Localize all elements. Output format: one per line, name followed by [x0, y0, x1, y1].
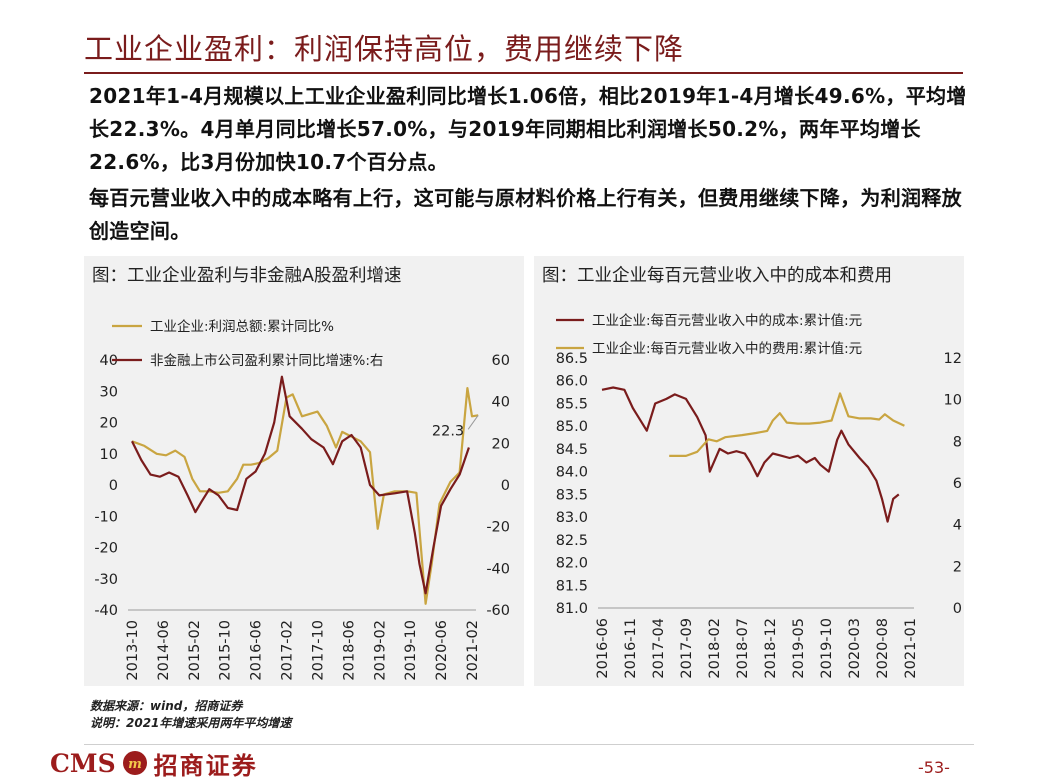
chart-title-cost: 图：工业企业每百元营业收入中的成本和费用 — [542, 266, 892, 286]
svg-text:m: m — [128, 757, 142, 772]
right-tick-label: 2 — [953, 559, 962, 575]
left-tick-label: -30 — [94, 572, 118, 588]
annotation-label: 22.3 — [432, 423, 464, 439]
x-tick-label: 2021-02 — [465, 620, 481, 681]
chart-cost-expense: 86.5 86.0 85.5 85.0 84.5 84.0 83.5 83.0 82.5 82.0… — [556, 312, 962, 679]
x-tick-label: 2018-06 — [341, 620, 357, 681]
left-tick-label: 10 — [100, 447, 118, 463]
right-tick-label: -20 — [486, 520, 510, 536]
logo-chinese: 招商证券 — [153, 751, 258, 780]
right-tick-label: 6 — [953, 476, 962, 492]
left-tick-label: 86.0 — [556, 374, 588, 390]
left-tick-label: 85.5 — [556, 396, 588, 412]
legend-label-1: 工业企业:每百元营业收入中的成本:累计值:元 — [592, 312, 862, 329]
left-tick-label: 40 — [100, 353, 118, 369]
x-tick-label: 2013-10 — [125, 620, 141, 681]
right-tick-label: 0 — [501, 478, 510, 494]
x-tick-label: 2020-03 — [847, 618, 863, 679]
left-tick-label: 82.0 — [556, 556, 588, 572]
left-tick-label: 20 — [100, 416, 118, 432]
footer-divider — [84, 744, 974, 745]
right-tick-label: 8 — [953, 434, 962, 450]
left-tick-label: 0 — [109, 478, 118, 494]
left-tick-label: 86.5 — [556, 351, 588, 367]
chart-profit-growth: 40 30 20 10 0 -10 -20 -30 -40 60 40 20 0 -20 -40 -60 201… — [94, 318, 510, 681]
left-tick-label: 84.0 — [556, 465, 588, 481]
right-tick-label: -40 — [486, 561, 510, 577]
right-tick-label: 40 — [492, 395, 510, 411]
chart-title-profit: 图：工业企业盈利与非金融A股盈利增速 — [92, 266, 402, 286]
logo-latin: CMS — [50, 748, 116, 778]
company-logo: CMS m 招商证券 — [50, 748, 258, 780]
x-tick-label: 2016-06 — [595, 618, 611, 679]
x-tick-label: 2014-06 — [156, 620, 172, 681]
annotation-leader-line — [467, 415, 479, 430]
left-tick-label: 30 — [100, 384, 118, 400]
series-line-2 — [669, 392, 905, 457]
data-source: 数据来源：wind，招商证券 — [90, 699, 243, 713]
x-tick-label: 2016-06 — [249, 620, 265, 681]
summary-paragraph-1: 2021年1-4月规模以上工业企业盈利同比增长1.06倍，相比2019年1-4月… — [89, 84, 967, 174]
x-tick-label: 2019-05 — [791, 618, 807, 679]
right-tick-label: 10 — [944, 393, 962, 409]
x-tick-label: 2017-09 — [679, 618, 695, 679]
right-tick-label: 12 — [944, 351, 962, 367]
series-line-1 — [131, 387, 479, 605]
left-tick-label: 85.0 — [556, 419, 588, 435]
left-tick-label: 84.5 — [556, 442, 588, 458]
right-tick-label: -60 — [486, 603, 510, 619]
x-tick-label: 2018-07 — [735, 618, 751, 679]
left-tick-label: 83.5 — [556, 487, 588, 503]
left-tick-label: 82.5 — [556, 533, 588, 549]
series-line-1 — [601, 386, 900, 523]
right-tick-label: 0 — [953, 601, 962, 617]
chart-panel-cost: 图：工业企业每百元营业收入中的成本和费用 86.5 86.0 85.5 85.0 84.… — [534, 256, 964, 686]
x-tick-label: 2019-10 — [403, 620, 419, 681]
x-tick-label: 2017-10 — [310, 620, 326, 681]
x-tick-label: 2018-02 — [707, 618, 723, 679]
x-tick-label: 2015-02 — [187, 620, 203, 681]
chart-panel-profit: 图：工业企业盈利与非金融A股盈利增速 40 30 20 10 0 -10 -20 -30 -40… — [84, 256, 524, 686]
x-tick-label: 2019-10 — [819, 618, 835, 679]
legend-label-2: 非金融上市公司盈利累计同比增速%:右 — [150, 352, 383, 369]
x-tick-label: 2016-11 — [623, 618, 639, 679]
right-tick-label: 4 — [953, 518, 962, 534]
left-tick-label: -40 — [94, 603, 118, 619]
page-number: -53- — [918, 758, 950, 777]
x-tick-label: 2019-02 — [372, 620, 388, 681]
data-note: 说明：2021年增速采用两年平均增速 — [90, 716, 292, 730]
right-tick-label: 20 — [492, 436, 510, 452]
x-tick-label: 2020-06 — [434, 620, 450, 681]
right-tick-label: 60 — [492, 353, 510, 369]
left-tick-label: 81.5 — [556, 578, 588, 594]
left-tick-label: 83.0 — [556, 510, 588, 526]
left-tick-label: 81.0 — [556, 601, 588, 617]
title-underline — [84, 72, 963, 74]
left-tick-label: -10 — [94, 509, 118, 525]
legend-label-2: 工业企业:每百元营业收入中的费用:累计值:元 — [592, 340, 862, 357]
x-tick-label: 2018-12 — [763, 618, 779, 679]
series-line-2 — [131, 375, 470, 595]
x-tick-label: 2015-10 — [218, 620, 234, 681]
page-title: 工业企业盈利：利润保持高位，费用继续下降 — [84, 32, 685, 66]
x-tick-label: 2020-08 — [875, 618, 891, 679]
legend-label-1: 工业企业:利润总额:累计同比% — [150, 318, 334, 335]
left-tick-label: -20 — [94, 541, 118, 557]
summary-paragraph-2: 每百元营业收入中的成本略有上行，这可能与原材料价格上行有关，但费用继续下降，为利… — [89, 186, 962, 243]
logo-emblem-icon: m — [122, 751, 147, 775]
x-tick-label: 2017-04 — [651, 618, 667, 679]
x-tick-label: 2021-01 — [903, 618, 919, 679]
x-tick-label: 2017-02 — [280, 620, 296, 681]
